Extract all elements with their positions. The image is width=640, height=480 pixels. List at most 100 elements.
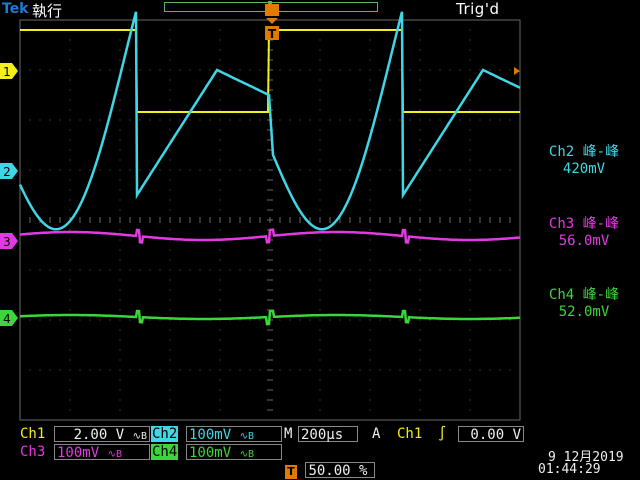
grid-dot [39, 369, 41, 371]
ch3-ground-marker[interactable]: 3 [0, 233, 18, 249]
grid-dot [89, 119, 91, 121]
grid-dot [509, 119, 511, 121]
grid-dot [319, 349, 321, 351]
grid-dot [129, 369, 131, 371]
grid-dot [369, 179, 371, 181]
ch2-measurement-value: 420mV [562, 161, 606, 177]
trigger-position[interactable]: T 50.00 % [285, 462, 376, 479]
grid-dot [219, 159, 221, 161]
grid-dot [439, 69, 441, 71]
ch2-label[interactable]: Ch2 [151, 426, 179, 442]
grid-dot [89, 69, 91, 71]
grid-dot [369, 79, 371, 81]
grid-dot [469, 419, 471, 421]
timebase[interactable]: 200µs [298, 426, 358, 443]
grid-dot [69, 409, 71, 411]
grid-dot [379, 369, 381, 371]
grid-dot [369, 59, 371, 61]
trigger-status: Trig'd [456, 0, 500, 18]
grid-dot [69, 179, 71, 181]
trigger-level[interactable]: 0.00 V [458, 426, 524, 443]
grid-dot [199, 269, 201, 271]
grid-dot [159, 269, 161, 271]
grid-dot [119, 369, 121, 371]
trigger-source[interactable]: Ch1 [397, 426, 423, 442]
grid-dot [169, 29, 171, 31]
grid-dot [69, 39, 71, 41]
grid-dot [39, 269, 41, 271]
grid-dot [79, 119, 81, 121]
grid-dot [149, 319, 151, 321]
grid-dot [169, 139, 171, 141]
grid-dot [69, 209, 71, 211]
grid-dot [469, 109, 471, 111]
trigger-mode[interactable]: A [372, 426, 381, 442]
grid-dot [409, 319, 411, 321]
ch4-ground-marker[interactable]: 4 [0, 310, 18, 326]
grid-dot [219, 179, 221, 181]
trigger-position-marker[interactable]: T [265, 4, 279, 41]
grid-dot [239, 369, 241, 371]
ch3-scale[interactable]: 100mV ∿B [54, 444, 150, 461]
grid-dot [49, 369, 51, 371]
grid-dot [489, 369, 491, 371]
grid-dot [219, 339, 221, 341]
ch4-measurement[interactable]: Ch4 峰-峰 52.0mV [528, 284, 640, 320]
ch2-scale[interactable]: 100mV ∿B [186, 426, 282, 443]
grid-dot [219, 369, 221, 371]
ch3-label[interactable]: Ch3 [20, 444, 46, 460]
grid-dot [329, 119, 331, 121]
grid-dot [319, 259, 321, 261]
left-arrow-icon[interactable] [514, 67, 520, 75]
ch1-scale[interactable]: 2.00 V ∿B [54, 426, 150, 443]
grid-dot [139, 269, 141, 271]
ch1-scale-value: 2.00 V [73, 427, 125, 443]
ch2-ground-marker[interactable]: 2 [0, 163, 18, 179]
grid-dot [369, 129, 371, 131]
grid-dot [369, 309, 371, 311]
grid-dot [169, 209, 171, 211]
grid-dot [369, 19, 371, 21]
ch2-measurement[interactable]: Ch2 峰-峰 420mV [528, 141, 640, 177]
grid-dot [319, 249, 321, 251]
grid-dot [99, 169, 101, 171]
grid-dot [379, 169, 381, 171]
ch3-measurement[interactable]: Ch3 峰-峰 56.0mV [528, 213, 640, 249]
brand-logo: Tek [2, 1, 29, 17]
grid-dot [519, 369, 521, 371]
grid-dot [169, 89, 171, 91]
grid-dot [169, 389, 171, 391]
grid-dot [89, 319, 91, 321]
grid-dot [419, 149, 421, 151]
grid-dot [29, 319, 31, 321]
grid-dot [439, 369, 441, 371]
grid-dot [469, 359, 471, 361]
grid-dot [159, 119, 161, 121]
grid-dot [69, 359, 71, 361]
grid-dot [469, 289, 471, 291]
grid-dot [39, 169, 41, 171]
ch4-scale[interactable]: 100mV ∿B [186, 444, 282, 461]
grid-dot [119, 149, 121, 151]
ch1-ground-marker[interactable]: 1 [0, 63, 18, 79]
grid-dot [319, 69, 321, 71]
ch3-bandwidth-icon: ∿B [107, 449, 122, 460]
grid-dot [369, 389, 371, 391]
grid-dot [419, 419, 421, 421]
grid-dot [119, 59, 121, 61]
grid-dot [419, 179, 421, 181]
grid-dot [229, 69, 231, 71]
grid-dot [299, 69, 301, 71]
grid-dot [519, 319, 521, 321]
grid-dot [89, 269, 91, 271]
grid-dot [229, 319, 231, 321]
ch3-scale-value: 100mV [57, 445, 100, 461]
grid-dot [349, 269, 351, 271]
trigger-marker-label: T [268, 27, 277, 41]
ch3-measurement-label: Ch3 峰-峰 [548, 216, 620, 232]
ch1-label[interactable]: Ch1 [20, 426, 46, 442]
grid-dot [219, 349, 221, 351]
grid-dot [369, 149, 371, 151]
ch4-label[interactable]: Ch4 [151, 444, 179, 460]
grid-dot [319, 289, 321, 291]
